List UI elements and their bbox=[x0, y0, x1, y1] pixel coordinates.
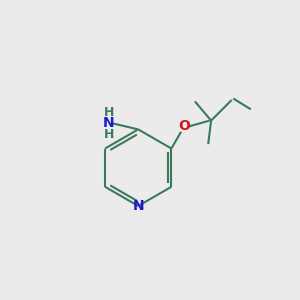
Text: H: H bbox=[103, 128, 114, 141]
Text: N: N bbox=[103, 116, 115, 130]
Text: H: H bbox=[103, 106, 114, 119]
Text: O: O bbox=[179, 119, 190, 134]
Text: N: N bbox=[132, 199, 144, 213]
